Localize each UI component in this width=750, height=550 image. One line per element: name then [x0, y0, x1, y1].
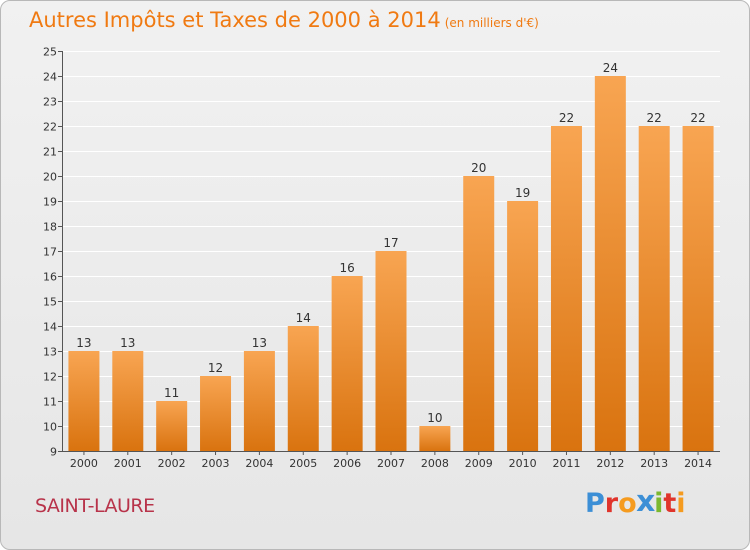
x-tick-label: 2014: [684, 457, 712, 470]
data-label: 17: [383, 236, 398, 250]
data-label: 16: [339, 261, 354, 275]
y-tick-label: 15: [43, 296, 57, 309]
bar-layer: [68, 76, 714, 451]
y-tick-label: 13: [43, 346, 57, 359]
proxiti-logo: Proxiti: [585, 484, 689, 524]
data-label: 14: [296, 311, 311, 325]
y-tick-label: 16: [43, 271, 57, 284]
bar-2010: [507, 201, 539, 451]
data-label: 22: [690, 111, 705, 125]
x-tick-label: 2000: [70, 457, 98, 470]
y-tick-label: 11: [43, 396, 57, 409]
y-tick-label: 19: [43, 196, 57, 209]
y-tick-label: 25: [43, 46, 57, 59]
data-label: 10: [427, 411, 442, 425]
bar-2009: [463, 176, 495, 451]
x-tick-label: 2009: [465, 457, 493, 470]
logo-letter: r: [604, 488, 619, 519]
chart-title-text: Autres Impôts et Taxes de 2000 à 2014: [29, 8, 441, 32]
y-tick-label: 10: [43, 421, 57, 434]
data-label: 13: [252, 336, 267, 350]
bar-2008: [419, 426, 451, 451]
bar-2002: [156, 401, 188, 451]
x-tick-label: 2012: [596, 457, 624, 470]
y-tick-label: 17: [43, 246, 57, 259]
bar-2014: [682, 126, 714, 451]
x-tick-label: 2011: [552, 457, 580, 470]
x-tick-label: 2003: [202, 457, 230, 470]
x-tick-label: 2013: [640, 457, 668, 470]
bar-2007: [375, 251, 407, 451]
label-layer: 2000 13 2001 13 2002 11 2003 12 2004 13 2005 14 2006…: [70, 61, 712, 470]
bar-2006: [331, 276, 363, 451]
y-tick-label: 18: [43, 221, 57, 234]
logo-letter: i: [654, 488, 664, 519]
bar-2003: [200, 376, 232, 451]
data-label: 13: [76, 336, 91, 350]
bar-2011: [550, 126, 582, 451]
y-tick-label: 9: [50, 446, 57, 459]
y-tick-label: 20: [43, 171, 57, 184]
data-label: 22: [559, 111, 574, 125]
x-tick-label: 2004: [245, 457, 273, 470]
commune-name: SAINT-LAURE: [35, 495, 155, 517]
data-label: 24: [603, 61, 618, 75]
chart-unit: (en milliers d'€): [444, 16, 539, 30]
logo-letter: x: [635, 484, 655, 519]
x-tick-label: 2010: [509, 457, 537, 470]
data-label: 20: [471, 161, 486, 175]
y-tick-label: 21: [43, 146, 57, 159]
x-tick-label: 2005: [289, 457, 317, 470]
y-tick-label: 24: [43, 71, 57, 84]
y-tick-label: 12: [43, 371, 57, 384]
x-tick-label: 2006: [333, 457, 361, 470]
x-tick-label: 2001: [114, 457, 142, 470]
y-tick-label: 14: [43, 321, 57, 334]
logo-letter: P: [585, 488, 605, 519]
x-tick-label: 2002: [158, 457, 186, 470]
data-label: 13: [120, 336, 135, 350]
x-tick-label: 2008: [421, 457, 449, 470]
x-tick-label: 2007: [377, 457, 405, 470]
y-tick-label: 22: [43, 121, 57, 134]
logo-letter: i: [676, 488, 686, 519]
bar-2004: [243, 351, 275, 451]
chart-title: Autres Impôts et Taxes de 2000 à 2014 (en…: [29, 8, 539, 32]
bar-2000: [68, 351, 100, 451]
bar-2001: [112, 351, 144, 451]
data-label: 12: [208, 361, 223, 375]
data-label: 22: [647, 111, 662, 125]
data-label: 11: [164, 386, 179, 400]
bar-2012: [594, 76, 626, 451]
bar-2005: [287, 326, 319, 451]
axis-layer: 9 10 11 12 13 14 15 16 17 18 19 20 21 22 23 24 25: [43, 46, 720, 459]
y-tick-label: 23: [43, 96, 57, 109]
logo-letter: t: [663, 488, 677, 519]
bar-2013: [638, 126, 670, 451]
data-label: 19: [515, 186, 530, 200]
logo-letter: o: [618, 488, 637, 519]
